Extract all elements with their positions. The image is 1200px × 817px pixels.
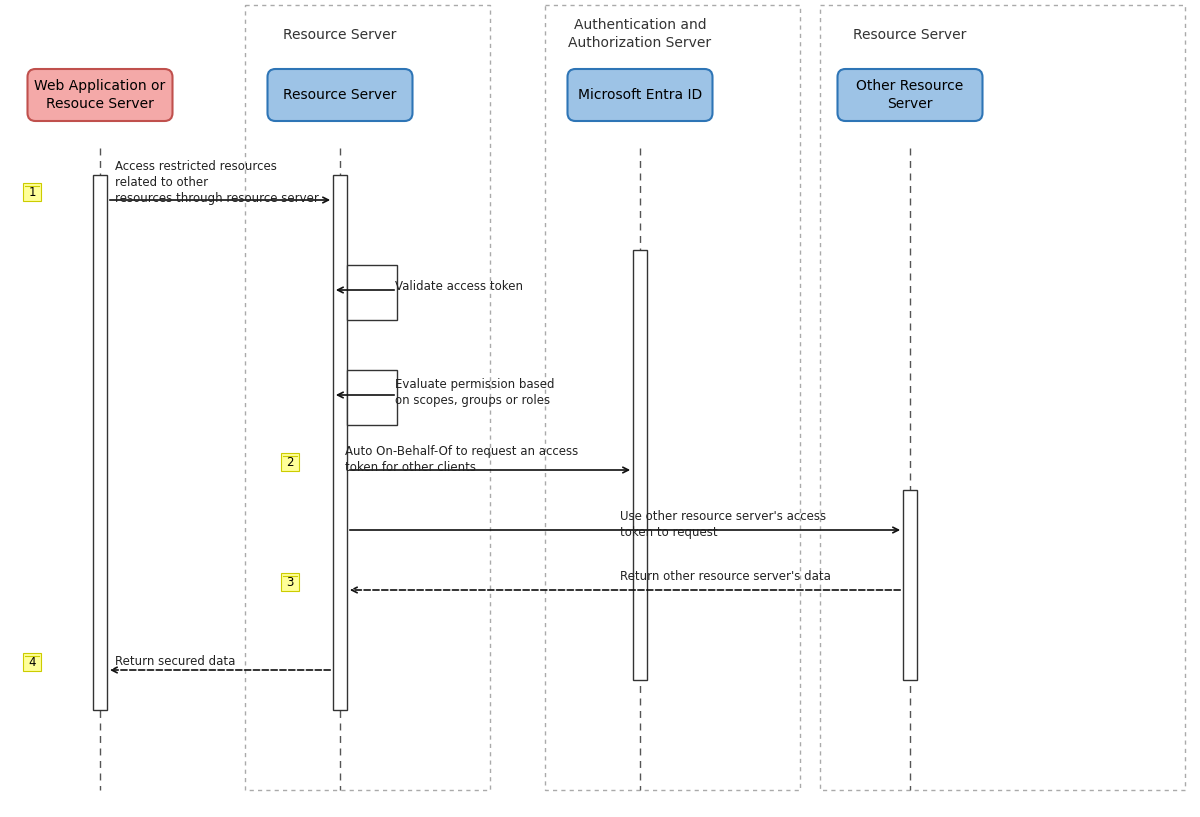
Text: Microsoft Entra ID: Microsoft Entra ID xyxy=(578,88,702,102)
Text: Return other resource server's data: Return other resource server's data xyxy=(620,570,830,583)
Bar xyxy=(347,265,397,320)
Text: Resource Server: Resource Server xyxy=(853,28,967,42)
Bar xyxy=(23,183,41,201)
FancyBboxPatch shape xyxy=(568,69,713,121)
Text: Use other resource server's access
token to request: Use other resource server's access token… xyxy=(620,510,826,539)
Text: Resource Server: Resource Server xyxy=(283,28,397,42)
Bar xyxy=(347,370,397,425)
Bar xyxy=(545,5,800,790)
Bar xyxy=(334,175,347,710)
Text: Evaluate permission based
on scopes, groups or roles: Evaluate permission based on scopes, gro… xyxy=(395,378,554,407)
Bar xyxy=(94,175,107,710)
Text: 1: 1 xyxy=(29,185,36,199)
Text: Validate access token: Validate access token xyxy=(395,280,523,293)
Bar xyxy=(820,5,1186,790)
FancyBboxPatch shape xyxy=(838,69,983,121)
Text: Other Resource
Server: Other Resource Server xyxy=(857,79,964,110)
Bar xyxy=(245,5,490,790)
Text: Resource Server: Resource Server xyxy=(283,88,397,102)
Text: 3: 3 xyxy=(287,575,294,588)
Bar xyxy=(281,453,299,471)
Bar xyxy=(281,573,299,591)
FancyBboxPatch shape xyxy=(28,69,173,121)
Text: Auto On-Behalf-Of to request an access
token for other clients: Auto On-Behalf-Of to request an access t… xyxy=(346,445,578,474)
Bar xyxy=(904,490,917,680)
Text: 2: 2 xyxy=(287,456,294,468)
Text: Access restricted resources
related to other
resources through resource server: Access restricted resources related to o… xyxy=(115,160,319,205)
FancyBboxPatch shape xyxy=(268,69,413,121)
Bar xyxy=(23,653,41,671)
Text: Web Application or
Resouce Server: Web Application or Resouce Server xyxy=(35,79,166,110)
Bar xyxy=(634,250,647,680)
Text: Authentication and
Authorization Server: Authentication and Authorization Server xyxy=(569,18,712,51)
Text: Return secured data: Return secured data xyxy=(115,655,235,668)
Text: 4: 4 xyxy=(29,655,36,668)
